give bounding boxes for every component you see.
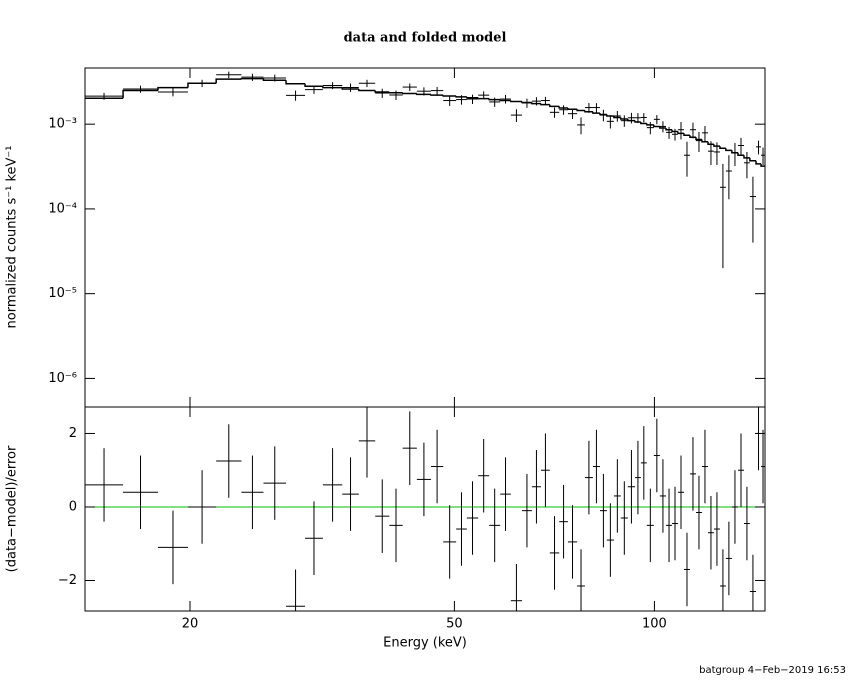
x-tick-label: 50: [446, 617, 463, 632]
x-tick-label: 100: [642, 617, 667, 632]
model-step: [521, 101, 532, 104]
model-step: [689, 135, 696, 139]
model-step: [549, 104, 560, 108]
model-step: [749, 157, 757, 162]
model-step: [707, 141, 714, 145]
model-step: [627, 119, 636, 122]
residual-panel: [85, 407, 765, 611]
model-step: [665, 128, 673, 131]
model-step: [713, 144, 720, 147]
model-step: [677, 131, 685, 135]
model-step: [620, 117, 628, 120]
y-axis-label: (data−model)/error: [5, 445, 20, 572]
model-step: [701, 139, 708, 143]
model-step: [358, 88, 376, 92]
model-step: [374, 90, 390, 93]
model-step: [695, 137, 702, 141]
axes: 10⁻⁶ 10⁻⁵ 10⁻⁴ 10⁻³ −2 0 2 20 50 100: [48, 67, 766, 632]
model-step: [442, 95, 457, 97]
model-step: [737, 152, 744, 156]
x-tick-label: 20: [182, 617, 199, 632]
model-step: [388, 91, 403, 94]
model-step: [584, 110, 593, 113]
model-step: [499, 99, 511, 102]
plot-frame: [84, 406, 766, 612]
y-tick-label: 10⁻⁴: [48, 201, 77, 216]
footer: batgroup 4−Feb−2019 16:53: [699, 665, 846, 676]
model-step: [719, 146, 726, 149]
model-step: [731, 150, 739, 154]
model-step: [558, 106, 568, 109]
model-step: [683, 133, 690, 137]
model-step: [755, 160, 762, 165]
model-step: [262, 78, 287, 81]
model-step: [760, 163, 765, 167]
model-step: [531, 102, 541, 105]
model-step: [401, 92, 417, 95]
model-step: [510, 100, 523, 103]
model-step: [613, 115, 621, 119]
y-tick-label: 10⁻⁵: [48, 286, 77, 301]
chart-title: data and folded model: [344, 31, 507, 46]
model-step: [567, 108, 578, 110]
model-step: [304, 83, 323, 88]
model-step: [634, 120, 641, 123]
y-tick-label: −2: [58, 573, 77, 588]
model-step: [725, 148, 732, 152]
model-step: [646, 123, 654, 126]
y-axis-label: normalized counts s⁻¹ keV⁻¹: [5, 146, 20, 329]
model-step: [606, 114, 614, 117]
plot-frame: [84, 67, 766, 408]
model-step: [743, 155, 750, 159]
model-step: [187, 82, 217, 88]
model-step: [576, 109, 585, 112]
model-step: [157, 86, 188, 91]
spectrum-panel: [85, 71, 765, 269]
model-step: [322, 86, 343, 89]
model-step: [341, 87, 359, 90]
x-axis-label: Energy (keV): [383, 636, 467, 651]
model-step: [640, 122, 647, 125]
y-tick-label: 0: [69, 499, 77, 514]
y-tick-label: 10⁻⁶: [48, 371, 77, 386]
model-step: [122, 89, 158, 99]
model-step: [455, 95, 467, 98]
model-step: [599, 113, 607, 116]
model-step: [488, 98, 501, 101]
model-step: [671, 129, 678, 133]
model-step: [416, 93, 431, 96]
model-step: [285, 80, 306, 85]
model-step: [592, 111, 600, 114]
model-step: [466, 96, 479, 99]
model-step: [430, 94, 444, 96]
model-step: [540, 103, 550, 106]
y-tick-label: 2: [69, 426, 77, 441]
y-tick-label: 10⁻³: [48, 117, 77, 132]
model-step: [659, 126, 667, 129]
model-step: [215, 78, 242, 84]
model-step: [653, 124, 660, 128]
model-step: [477, 97, 490, 100]
model-step: [240, 77, 264, 80]
